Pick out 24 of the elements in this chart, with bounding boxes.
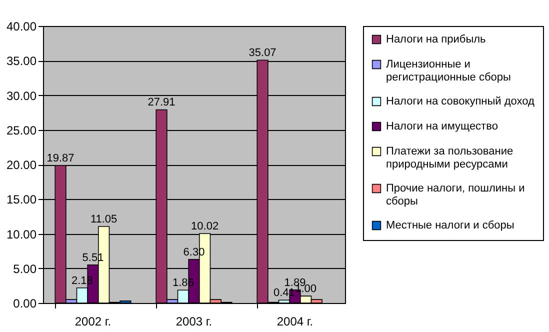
legend-label: Налоги на совокупный доход [386, 96, 535, 108]
y-tick-label: 0.00 [13, 296, 37, 310]
data-label: 27.91 [148, 96, 176, 109]
data-label: 35.07 [248, 47, 276, 60]
y-tick-label: 15.00 [6, 192, 37, 207]
legend-label: Прочие налоги, пошлины и сборы [386, 182, 525, 208]
y-tick-label: 25.00 [6, 123, 37, 138]
y-tick-label: 40.00 [6, 20, 37, 34]
data-label: 11.05 [90, 213, 118, 226]
y-tick-label: 35.00 [6, 54, 37, 68]
x-tick-label: 2004 г. [276, 314, 314, 328]
legend-label: Местные налоги и сборы [386, 220, 514, 232]
legend-label: Платежи за пользование природными ресурсами [386, 146, 514, 170]
x-tick-label: 2002 г. [74, 314, 112, 328]
legend-label: Лицензионные и регистрационные сборы [386, 58, 511, 84]
data-label: 19.87 [46, 152, 74, 164]
data-label: 10.02 [191, 220, 219, 233]
x-tick-label: 2003 г. [176, 314, 212, 328]
legend-label: Налоги на прибыль [386, 34, 486, 46]
y-tick-label: 10.00 [6, 227, 37, 242]
y-tick-label: 30.00 [6, 88, 37, 103]
y-tick-label: 20.00 [6, 158, 37, 172]
y-tick-label: 5.00 [13, 262, 37, 276]
legend-label: Налоги на имущество [386, 120, 498, 132]
